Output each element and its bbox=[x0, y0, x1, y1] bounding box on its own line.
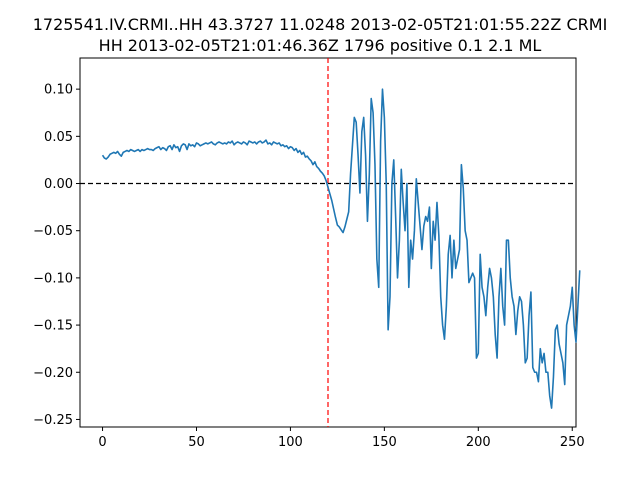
chart-title: 1725541.IV.CRMI..HH 43.3727 11.0248 2013… bbox=[0, 14, 640, 56]
x-tick-label: 250 bbox=[560, 435, 585, 450]
x-tick-label: 0 bbox=[98, 435, 106, 450]
chart-title-line-2: HH 2013-02-05T21:01:46.36Z 1796 positive… bbox=[98, 36, 542, 55]
y-tick-label: −0.10 bbox=[33, 271, 73, 286]
y-tick-label: 0.00 bbox=[44, 177, 73, 192]
y-tick-label: −0.25 bbox=[33, 413, 73, 428]
x-tick-label: 100 bbox=[278, 435, 303, 450]
x-tick-label: 150 bbox=[372, 435, 397, 450]
reference-lines bbox=[80, 58, 576, 427]
y-tick-label: −0.05 bbox=[33, 224, 73, 239]
y-tick-label: 0.05 bbox=[44, 130, 73, 145]
y-tick-label: −0.20 bbox=[33, 366, 73, 381]
series-layer bbox=[101, 88, 581, 409]
x-axis-ticks: 0 50 100 150 200 250 bbox=[98, 427, 585, 450]
y-tick-label: 0.10 bbox=[44, 83, 73, 98]
series-line-0 bbox=[101, 88, 581, 409]
y-axis-ticks: 0.10 0.05 0.00 −0.05 −0.10 −0.15 −0.20 −0.25 bbox=[33, 83, 80, 428]
x-tick-label: 50 bbox=[188, 435, 205, 450]
y-tick-label: −0.15 bbox=[33, 319, 73, 334]
x-tick-label: 200 bbox=[466, 435, 491, 450]
chart-title-line-1: 1725541.IV.CRMI..HH 43.3727 11.0248 2013… bbox=[32, 15, 608, 34]
